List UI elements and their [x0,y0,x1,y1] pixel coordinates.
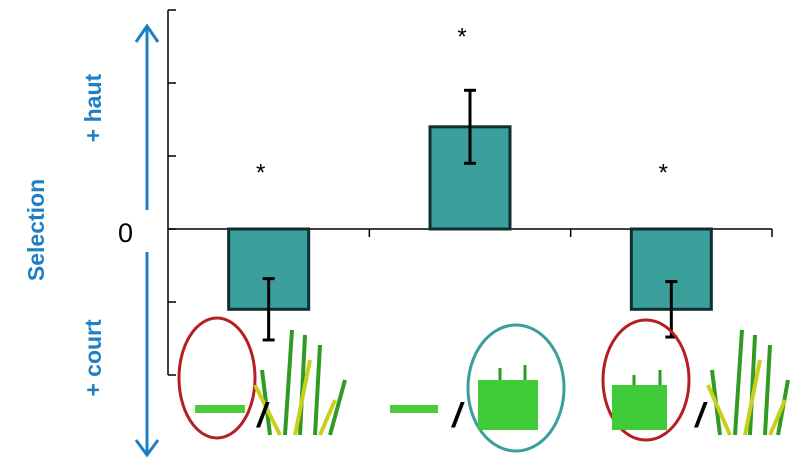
grass-stems [498,365,527,380]
error-bar [262,277,275,342]
highlight-circle [466,323,566,453]
error-bar [464,88,476,165]
y-tick-label: 0 [118,218,133,248]
separator: / [693,397,708,435]
tall-grass [253,329,347,436]
separator: / [450,397,465,435]
short-grass [195,405,245,413]
grass-stems [632,370,662,385]
highlight-circle [601,318,691,442]
medium-grass [478,380,538,430]
plant-icons: / / / [177,316,790,453]
tall-grass [706,329,790,436]
y-up-label: + haut [80,73,106,142]
highlight-circle [177,316,257,440]
y-axis-title: Selection [23,179,49,281]
y-labels: Selection + haut + court [23,73,106,396]
short-grass [390,405,438,413]
plot-area: 0 * * * [118,9,773,376]
direction-arrow [134,23,160,458]
significance-marker: * [659,159,668,186]
significance-marker: * [457,24,466,51]
significance-marker: * [256,159,265,186]
medium-grass [612,385,667,430]
separator: / [255,397,270,435]
arrow-down-head [134,439,160,458]
y-down-label: + court [80,319,106,397]
arrow-up-head [134,23,160,43]
